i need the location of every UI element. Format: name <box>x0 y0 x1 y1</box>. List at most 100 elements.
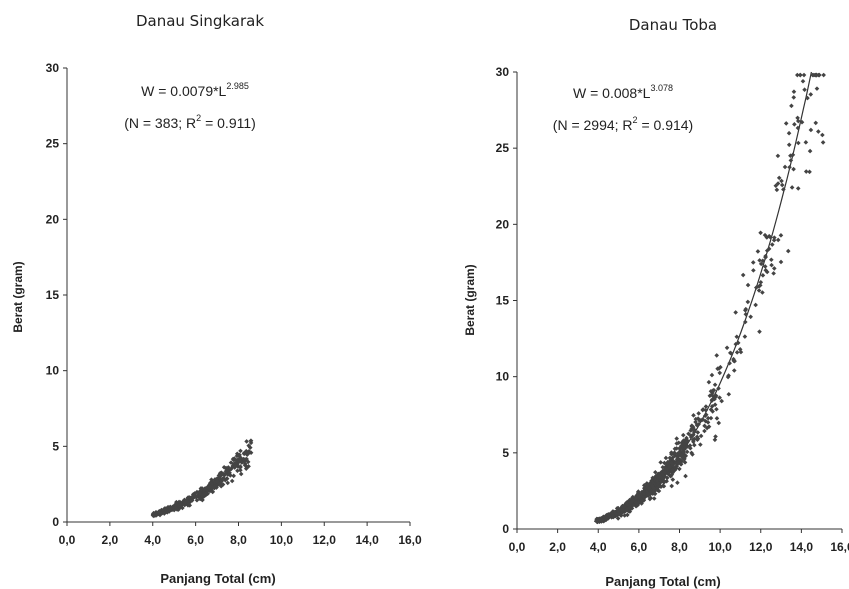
data-point <box>775 153 781 159</box>
data-point <box>788 153 793 158</box>
data-point <box>769 257 774 263</box>
x-tick-label: 12,0 <box>749 540 773 554</box>
data-point <box>791 166 796 172</box>
data-point <box>209 485 215 491</box>
y-tick-label: 15 <box>46 288 60 302</box>
stats-prefix: (N = 383; R <box>124 115 196 131</box>
data-point <box>674 454 680 459</box>
data-point <box>232 465 237 470</box>
data-point <box>757 329 762 334</box>
data-point <box>601 515 606 520</box>
data-point <box>650 480 656 486</box>
x-axis-label: Panjang Total (cm) <box>605 574 720 589</box>
chart-singkarak: Danau Singkarak W = 0.0079*L2.985 (N = 3… <box>11 12 422 586</box>
data-point <box>243 449 249 455</box>
x-axis-label: Panjang Total (cm) <box>160 571 275 586</box>
data-point <box>621 504 627 509</box>
data-point <box>217 470 223 476</box>
data-point <box>677 452 682 458</box>
data-point <box>807 148 813 154</box>
data-point <box>192 491 198 496</box>
data-point <box>239 460 245 465</box>
data-point <box>797 72 803 78</box>
data-point <box>756 288 762 293</box>
data-point <box>660 464 666 470</box>
x-tick-label: 8,0 <box>671 540 688 554</box>
data-point <box>239 456 244 461</box>
data-point <box>662 460 667 466</box>
data-point <box>595 517 600 523</box>
data-point <box>814 86 820 91</box>
data-point <box>691 439 696 445</box>
data-point <box>795 186 801 191</box>
data-point <box>691 429 697 435</box>
data-point <box>670 462 676 468</box>
data-point <box>698 433 704 439</box>
data-point <box>821 72 826 78</box>
data-point <box>681 441 687 447</box>
data-point <box>788 158 794 163</box>
data-point <box>718 364 723 370</box>
data-point <box>714 406 719 412</box>
data-point <box>743 311 749 317</box>
data-point <box>173 502 178 507</box>
data-point <box>664 466 670 472</box>
data-point <box>637 494 642 500</box>
stats-exponent: 2 <box>633 115 638 125</box>
data-point <box>167 507 172 512</box>
data-point <box>785 248 791 254</box>
data-point <box>206 482 212 488</box>
data-point <box>201 487 207 493</box>
data-point <box>220 471 226 477</box>
data-point <box>679 453 684 459</box>
data-point <box>197 496 203 502</box>
data-point <box>641 483 647 488</box>
data-point <box>750 260 756 265</box>
data-point <box>622 513 627 518</box>
data-point <box>743 306 749 312</box>
data-point <box>803 169 809 174</box>
data-point <box>668 457 674 462</box>
data-point <box>246 443 252 448</box>
data-point <box>820 140 826 145</box>
data-point <box>638 496 643 501</box>
x-tick-label: 10,0 <box>270 533 294 547</box>
data-point <box>716 386 721 391</box>
data-point <box>731 356 736 362</box>
data-point <box>810 72 815 78</box>
x-tick-label: 6,0 <box>631 540 648 554</box>
data-point <box>229 478 235 484</box>
data-point <box>159 510 165 516</box>
data-point <box>224 466 230 472</box>
x-tick-label: 16,0 <box>830 540 849 554</box>
data-point <box>651 496 657 501</box>
data-point <box>713 434 718 439</box>
data-point <box>703 407 709 413</box>
data-point <box>180 505 185 511</box>
data-point <box>665 459 671 465</box>
data-point <box>763 255 768 260</box>
data-point <box>696 411 701 416</box>
data-point <box>194 489 200 495</box>
data-point <box>714 416 720 421</box>
data-point <box>702 423 707 429</box>
data-point <box>769 242 775 247</box>
data-point <box>728 351 734 356</box>
data-point <box>189 498 195 503</box>
data-point <box>691 413 696 418</box>
data-point <box>648 490 653 496</box>
data-point <box>712 396 717 402</box>
data-point <box>795 115 800 121</box>
data-point <box>230 464 236 470</box>
data-point <box>206 485 211 491</box>
data-point <box>184 498 189 504</box>
data-point <box>706 379 712 385</box>
chart-singkarak-svg: Danau Singkarak W = 0.0079*L2.985 (N = 3… <box>11 12 422 586</box>
data-point <box>245 459 251 465</box>
chart-title: Danau Toba <box>629 16 717 34</box>
data-point <box>165 509 170 515</box>
data-point <box>681 454 687 460</box>
data-point <box>762 232 768 238</box>
y-axis-label: Berat (gram) <box>463 264 477 335</box>
data-point <box>217 481 223 487</box>
